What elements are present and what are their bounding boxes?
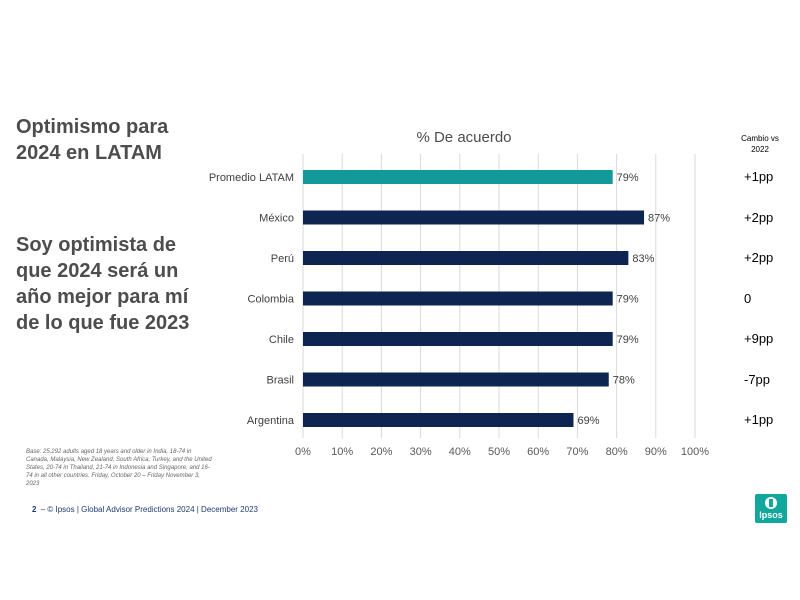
change-value: +2pp [744,209,774,225]
bars [303,170,645,427]
ipsos-logo-mark [765,497,777,509]
slide-title: Optimismo para 2024 en LATAM [16,116,169,164]
data-label: 83% [632,253,654,265]
bar [303,170,613,184]
x-tick-label: 80% [606,446,628,458]
change-value: +1pp [744,412,774,427]
ipsos-logo: Ipsos [755,494,787,523]
category-label: Chile [269,334,294,346]
bar [303,332,613,346]
x-tick-label: 30% [410,446,432,458]
bar [303,251,629,265]
x-tick-label: 70% [566,446,588,458]
ipsos-logo-text: Ipsos [759,510,783,520]
data-label: 69% [577,415,599,427]
chart-title: % De acuerdo [416,129,511,146]
x-tick-label: 40% [449,446,471,458]
data-label: 78% [613,375,635,387]
category-label: Colombia [248,294,295,306]
x-tick-label: 20% [370,446,392,458]
page-number: 2 [32,505,37,514]
change-header: Cambio vs 2022 [741,134,779,154]
base-footnote: Base: 25,292 adults aged 18 years and ol… [26,449,212,487]
slide-footer: 2 – © Ipsos | Global Advisor Predictions… [32,505,258,514]
change-value: 0 [744,290,752,306]
footer-text: – © Ipsos | Global Advisor Predictions 2… [40,505,258,514]
x-tick-label: 90% [645,446,667,458]
bar [303,291,613,306]
category-label: México [259,213,294,225]
change-value: +9pp [744,331,774,346]
category-label: Perú [271,253,294,265]
category-label: Promedio LATAM [209,172,294,184]
data-label: 79% [617,334,639,346]
bar [303,413,574,427]
data-label: 79% [617,294,639,306]
bar [303,372,609,387]
x-tick-label: 0% [295,446,311,458]
category-label: Brasil [266,375,294,387]
category-label: Argentina [247,415,295,427]
bar [303,210,645,225]
x-tick-label: 100% [681,446,709,458]
change-value: +1pp [744,169,774,184]
data-label: 79% [617,172,639,184]
x-tick-label: 60% [527,446,549,458]
data-label: 87% [648,213,670,225]
labels: 0% 10% 20% 30% 40% 50% 60% 70% 80% 90% 100% Promedi… [209,172,709,458]
x-tick-label: 50% [488,446,510,458]
x-tick-label: 10% [331,446,353,458]
survey-question: Soy optimista de que 2024 será un año me… [16,234,190,334]
change-value: -7pp [744,371,771,387]
change-value: +2pp [744,250,774,265]
